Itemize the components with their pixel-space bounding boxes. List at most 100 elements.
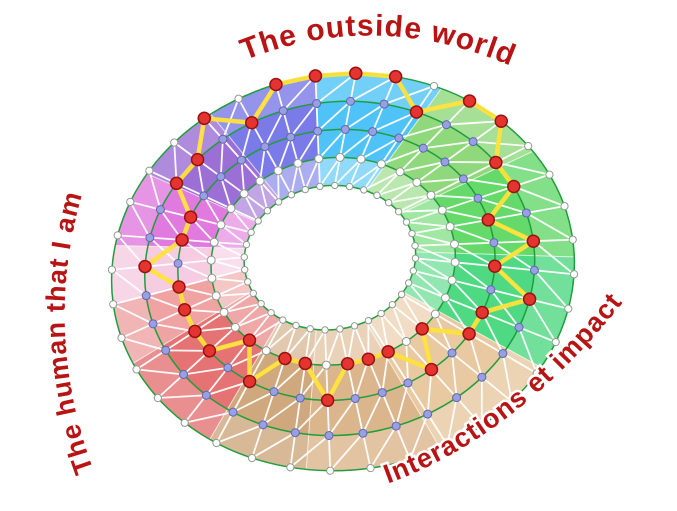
node[interactable] (331, 181, 339, 190)
node-selected[interactable] (507, 179, 521, 194)
node[interactable] (321, 326, 329, 334)
node[interactable] (313, 126, 323, 136)
node[interactable] (394, 133, 404, 143)
node[interactable] (239, 189, 249, 199)
node[interactable] (364, 316, 373, 325)
node[interactable] (346, 96, 356, 106)
node[interactable] (170, 138, 179, 147)
node[interactable] (301, 185, 309, 194)
node[interactable] (440, 157, 450, 167)
node[interactable] (388, 300, 397, 309)
node[interactable] (376, 159, 386, 169)
node[interactable] (551, 337, 560, 347)
node[interactable] (477, 421, 486, 430)
node[interactable] (295, 393, 305, 403)
node[interactable] (411, 254, 420, 262)
node[interactable] (278, 106, 288, 116)
node[interactable] (447, 348, 457, 358)
node-selected[interactable] (424, 362, 439, 377)
node[interactable] (335, 152, 345, 162)
node-selected[interactable] (298, 356, 313, 371)
node-selected[interactable] (269, 77, 283, 92)
node[interactable] (395, 167, 405, 177)
node[interactable] (440, 293, 450, 303)
node[interactable] (379, 99, 389, 109)
node[interactable] (377, 388, 387, 398)
node-selected[interactable] (489, 155, 503, 170)
node[interactable] (117, 333, 126, 342)
node[interactable] (564, 304, 573, 313)
node[interactable] (409, 267, 418, 275)
node[interactable] (384, 198, 393, 207)
node-selected[interactable] (197, 111, 212, 126)
node-selected[interactable] (381, 345, 395, 359)
node-selected[interactable] (169, 176, 184, 191)
node[interactable] (350, 322, 359, 330)
node[interactable] (242, 240, 251, 249)
node[interactable] (443, 441, 452, 450)
node[interactable] (306, 325, 314, 333)
node[interactable] (216, 220, 226, 230)
node-selected[interactable] (522, 292, 537, 306)
node[interactable] (180, 418, 189, 427)
node[interactable] (447, 275, 457, 285)
node[interactable] (236, 155, 246, 165)
node[interactable] (498, 349, 508, 359)
node[interactable] (247, 453, 257, 463)
node[interactable] (521, 208, 531, 218)
node[interactable] (437, 205, 447, 215)
node[interactable] (445, 222, 455, 232)
node[interactable] (486, 285, 496, 295)
node[interactable] (412, 177, 422, 187)
node[interactable] (403, 378, 413, 388)
node[interactable] (429, 81, 439, 91)
node[interactable] (326, 466, 335, 475)
node[interactable] (532, 369, 541, 378)
node[interactable] (524, 141, 533, 151)
node[interactable] (261, 346, 271, 356)
node[interactable] (153, 393, 162, 403)
node[interactable] (263, 207, 272, 215)
node[interactable] (254, 217, 262, 225)
node-selected[interactable] (481, 213, 496, 227)
node[interactable] (206, 255, 216, 265)
node-selected[interactable] (494, 114, 509, 128)
node[interactable] (293, 158, 303, 168)
node[interactable] (529, 265, 539, 275)
node[interactable] (199, 191, 209, 201)
node[interactable] (514, 322, 524, 332)
node[interactable] (141, 291, 151, 301)
node[interactable] (228, 407, 238, 417)
node-selected[interactable] (320, 393, 335, 408)
node[interactable] (207, 273, 217, 283)
node[interactable] (391, 421, 401, 431)
node[interactable] (209, 237, 219, 247)
node[interactable] (223, 363, 233, 373)
node[interactable] (360, 186, 368, 194)
node[interactable] (279, 316, 287, 324)
node[interactable] (292, 321, 300, 330)
node-selected[interactable] (202, 344, 217, 358)
node[interactable] (258, 420, 268, 430)
node[interactable] (247, 228, 255, 237)
node-selected[interactable] (172, 280, 186, 294)
node[interactable] (568, 235, 577, 244)
node[interactable] (560, 202, 569, 211)
node-selected[interactable] (175, 233, 189, 247)
node[interactable] (468, 137, 478, 147)
node-selected[interactable] (190, 152, 205, 167)
node[interactable] (324, 431, 334, 441)
node[interactable] (161, 345, 171, 355)
node[interactable] (507, 397, 516, 406)
node[interactable] (274, 198, 283, 206)
node[interactable] (148, 319, 158, 329)
node[interactable] (314, 154, 324, 164)
node[interactable] (368, 127, 378, 137)
node-selected[interactable] (409, 105, 424, 119)
node[interactable] (418, 143, 428, 153)
node-selected[interactable] (526, 234, 541, 248)
node[interactable] (450, 257, 460, 267)
node-selected[interactable] (138, 259, 152, 274)
node[interactable] (423, 409, 433, 419)
node-selected[interactable] (488, 259, 502, 273)
